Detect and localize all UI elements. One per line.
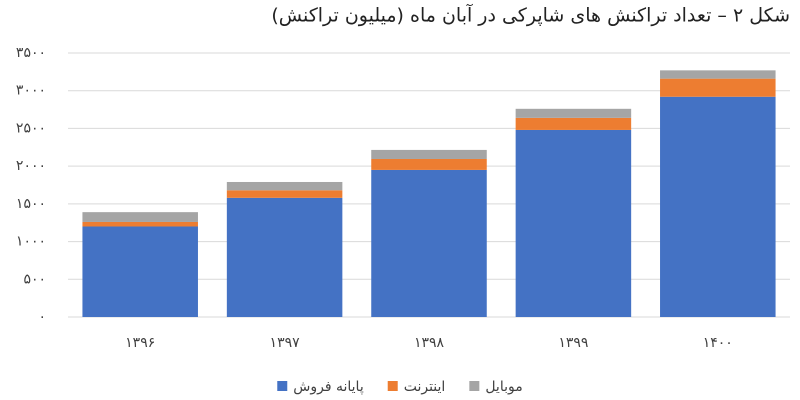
- bar-segment: [660, 78, 776, 97]
- bar-segment: [226, 190, 343, 198]
- y-tick-label: ۲۰۰۰: [16, 158, 46, 174]
- y-tick-label: ۵۰۰: [23, 271, 46, 287]
- y-tick-label: ۲۵۰۰: [16, 120, 46, 136]
- bar-segment: [660, 70, 776, 79]
- y-tick-label: ۳۰۰۰: [16, 83, 46, 99]
- bar-segment: [82, 212, 198, 222]
- bar-segment: [82, 221, 198, 227]
- y-tick-label: ۱۵۰۰: [16, 196, 46, 212]
- bar-segment: [660, 96, 776, 318]
- x-tick-label: ۱۳۹۷: [270, 335, 301, 351]
- legend-swatch: [277, 381, 288, 391]
- bar-segment: [515, 129, 632, 317]
- chart-title: شکل ۲ – تعداد تراکنش های شاپرکی در آبان …: [271, 3, 790, 27]
- bar-segment: [515, 108, 632, 118]
- bar-segment: [371, 169, 487, 317]
- legend-label: موبایل: [485, 379, 522, 395]
- y-tick-label: ۱۰۰۰: [16, 234, 46, 250]
- legend-swatch: [469, 381, 480, 391]
- legend-swatch: [387, 381, 398, 391]
- y-tick-label: ۰: [38, 309, 46, 325]
- bar-segment: [515, 117, 632, 130]
- bar-segment: [226, 181, 343, 191]
- x-tick-label: ۱۳۹۶: [125, 335, 155, 351]
- x-tick-label: ۱۴۰۰: [703, 335, 733, 351]
- bar-segment: [226, 197, 343, 317]
- legend-label: پایانه فروش: [293, 379, 364, 395]
- x-tick-label: ۱۳۹۸: [414, 335, 445, 351]
- bar-segment: [371, 158, 487, 170]
- legend-label: اینترنت: [404, 379, 446, 395]
- bar-segment: [371, 149, 487, 159]
- x-tick-label: ۱۳۹۹: [558, 335, 588, 351]
- y-tick-label: ۳۵۰۰: [16, 45, 46, 61]
- bar-segment: [82, 226, 198, 317]
